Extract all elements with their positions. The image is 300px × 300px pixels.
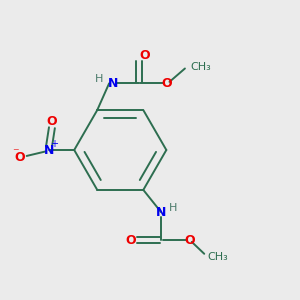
Text: N: N	[156, 206, 166, 219]
Text: +: +	[50, 139, 58, 149]
Text: O: O	[184, 234, 195, 247]
Text: N: N	[44, 143, 54, 157]
Text: N: N	[107, 77, 118, 90]
Text: O: O	[46, 115, 57, 128]
Text: ⁻: ⁻	[12, 146, 19, 159]
Text: O: O	[125, 234, 136, 247]
Text: O: O	[140, 49, 150, 62]
Text: O: O	[162, 77, 172, 90]
Text: H: H	[169, 203, 177, 213]
Text: H: H	[94, 74, 103, 84]
Text: O: O	[15, 151, 26, 164]
Text: CH₃: CH₃	[207, 252, 228, 262]
Text: CH₃: CH₃	[191, 62, 212, 72]
